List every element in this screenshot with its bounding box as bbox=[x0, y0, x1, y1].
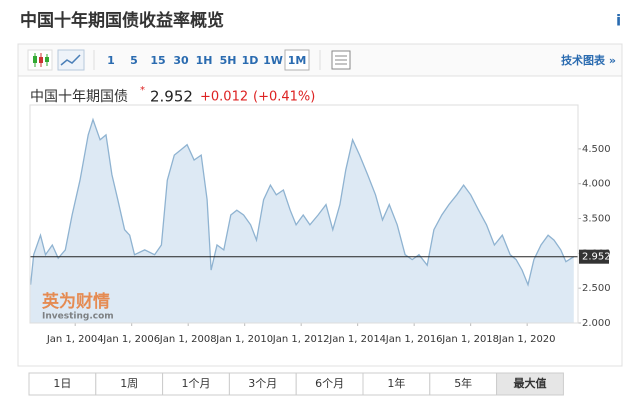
current-value-tag bbox=[579, 249, 609, 264]
info-icon[interactable]: i bbox=[616, 12, 621, 30]
last-price: 2.952 bbox=[150, 88, 193, 106]
interval-button[interactable]: 1M bbox=[288, 54, 307, 67]
x-tick-label: Jan 1, 2016 bbox=[385, 334, 443, 345]
interval-button[interactable]: 30 bbox=[173, 54, 189, 67]
area-line bbox=[29, 117, 575, 287]
interval-button[interactable]: 1W bbox=[263, 54, 283, 67]
interval-button[interactable]: 5 bbox=[130, 54, 138, 67]
x-tick-label: Jan 1, 2004 bbox=[46, 334, 104, 345]
current-value-label: 2.952 bbox=[582, 252, 611, 263]
advanced-chart-link[interactable]: 技术图表 » bbox=[561, 53, 616, 67]
y-tick-label: 2.000 bbox=[582, 318, 611, 329]
price-change: +0.012 bbox=[200, 90, 248, 105]
area-fill bbox=[30, 119, 574, 323]
page-title: 中国十年期国债收益率概览 bbox=[20, 10, 224, 31]
range-label[interactable]: 1年 bbox=[387, 376, 405, 390]
watermark-site: Investing.com bbox=[42, 312, 114, 322]
interval-button[interactable]: 1 bbox=[107, 54, 115, 67]
y-tick-label: 4.500 bbox=[582, 144, 611, 155]
interval-button[interactable]: 15 bbox=[150, 54, 165, 67]
range-label[interactable]: 3个月 bbox=[248, 377, 277, 390]
x-tick-label: Jan 1, 2010 bbox=[215, 334, 273, 345]
line-icon[interactable] bbox=[57, 49, 85, 71]
range-label[interactable]: 最大值 bbox=[514, 376, 547, 390]
x-tick-label: Jan 1, 2014 bbox=[328, 334, 386, 345]
y-tick-label: 3.500 bbox=[582, 214, 611, 225]
y-tick-label: 4.000 bbox=[582, 179, 611, 190]
x-tick-label: Jan 1, 2020 bbox=[498, 334, 556, 345]
price-change-percent: (+0.41%) bbox=[253, 90, 315, 105]
range-label[interactable]: 6个月 bbox=[315, 377, 344, 390]
interval-button[interactable]: 1H bbox=[196, 54, 213, 67]
instrument-name: 中国十年期国债 bbox=[30, 89, 128, 105]
chart-border bbox=[29, 104, 579, 324]
range-label[interactable]: 5年 bbox=[454, 376, 472, 390]
range-label[interactable]: 1个月 bbox=[182, 377, 211, 390]
range-button-selected[interactable] bbox=[496, 372, 564, 396]
candle-icon[interactable] bbox=[27, 49, 53, 71]
range-label[interactable]: 1日 bbox=[53, 377, 71, 390]
star: * bbox=[140, 85, 145, 96]
x-tick-label: Jan 1, 2008 bbox=[159, 334, 217, 345]
interval-button[interactable]: 5H bbox=[220, 54, 237, 67]
settings-icon[interactable] bbox=[331, 50, 351, 70]
x-tick-label: Jan 1, 2006 bbox=[102, 334, 160, 345]
x-tick-label: Jan 1, 2012 bbox=[272, 334, 330, 345]
watermark-brand: 英为财情 bbox=[42, 291, 110, 312]
interval-button[interactable]: 1D bbox=[242, 54, 259, 67]
range-label[interactable]: 1周 bbox=[120, 377, 138, 390]
x-tick-label: Jan 1, 2018 bbox=[441, 334, 499, 345]
y-tick-label: 2.500 bbox=[582, 283, 611, 294]
interval-selected bbox=[284, 49, 310, 71]
